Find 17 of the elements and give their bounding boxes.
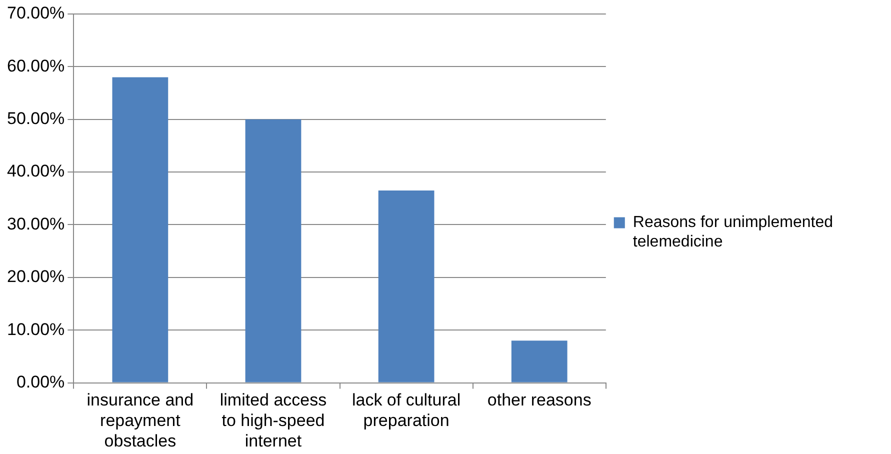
bar: [245, 119, 302, 382]
x-tick-label: insurance and repayment obstacles: [86, 390, 194, 450]
y-tick-label: 20.00%: [6, 267, 65, 286]
y-tick-label: 60.00%: [6, 56, 65, 76]
bar: [378, 190, 434, 382]
y-tick-label: 0.00%: [16, 372, 65, 392]
y-tick-label: 10.00%: [6, 320, 65, 339]
bar: [511, 340, 568, 382]
x-tick-label: lack of cultural preparation: [352, 390, 461, 430]
bar: [112, 77, 168, 382]
x-tick-label: other reasons: [487, 390, 592, 410]
y-tick-label: 50.00%: [6, 109, 65, 128]
y-tick-label: 30.00%: [6, 214, 65, 234]
legend-label: Reasons for unimplemented telemedicine: [632, 214, 833, 250]
x-tick-label: limited access to high-speed internet: [220, 390, 327, 450]
y-tick-label: 70.00%: [6, 4, 65, 23]
y-tick-label: 40.00%: [6, 162, 65, 181]
